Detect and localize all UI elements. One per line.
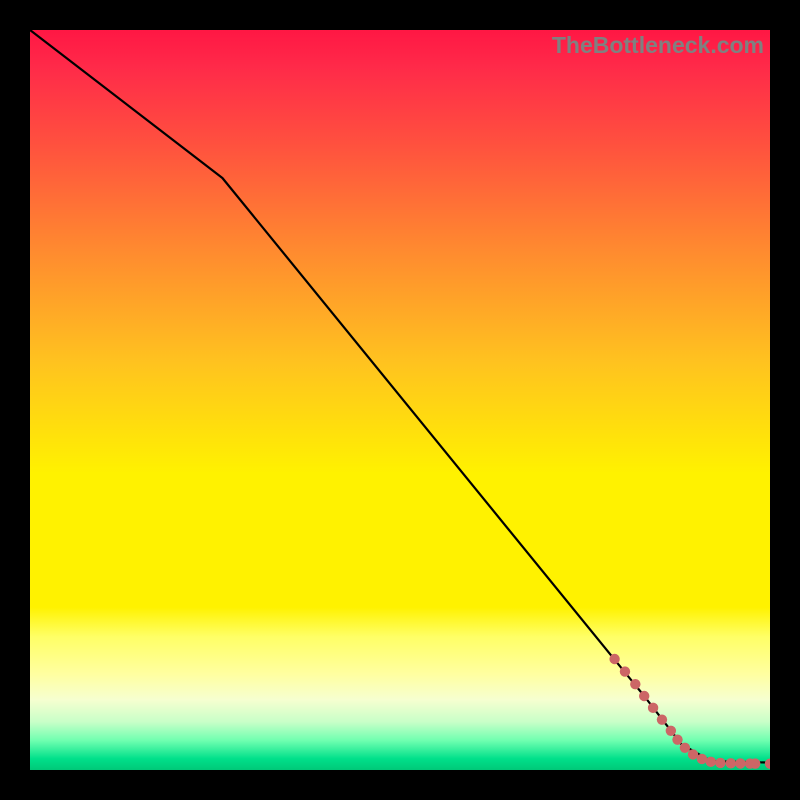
data-marker: [726, 758, 736, 768]
data-marker: [666, 726, 676, 736]
data-marker: [765, 759, 770, 769]
plot-area: TheBottleneck.com: [30, 30, 770, 770]
data-marker: [672, 734, 682, 744]
data-marker: [648, 703, 658, 713]
chart-frame: TheBottleneck.com: [0, 0, 800, 800]
data-marker: [745, 758, 755, 768]
data-marker: [620, 666, 630, 676]
data-marker: [680, 743, 690, 753]
data-marker: [706, 757, 716, 767]
data-marker: [750, 758, 760, 768]
data-marker: [609, 654, 619, 664]
data-marker: [735, 758, 745, 768]
data-marker: [657, 714, 667, 724]
watermark-text: TheBottleneck.com: [552, 32, 764, 59]
data-marker: [697, 754, 707, 764]
data-marker: [688, 749, 698, 759]
data-marker: [639, 691, 649, 701]
bottleneck-curve: [30, 30, 770, 763]
data-marker: [630, 679, 640, 689]
chart-overlay: [30, 30, 770, 770]
data-marker: [715, 758, 725, 768]
